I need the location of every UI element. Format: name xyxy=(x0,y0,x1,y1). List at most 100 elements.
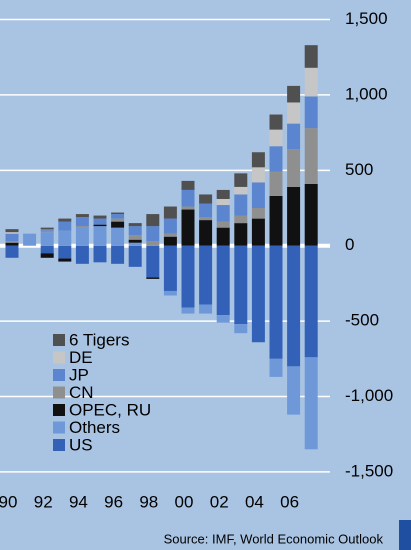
bar-segment xyxy=(287,123,301,150)
bar-segment xyxy=(181,189,195,207)
bar-segment xyxy=(287,245,301,367)
bar-segment xyxy=(287,366,301,415)
bar-segment xyxy=(128,235,142,240)
bar-segment xyxy=(304,245,318,358)
bar-segment xyxy=(216,245,230,316)
x-tick-label: 06 xyxy=(280,492,299,511)
x-tick-label: 94 xyxy=(69,492,88,511)
bar-segment xyxy=(199,217,213,221)
bar-segment xyxy=(251,167,265,183)
bar-segment xyxy=(234,324,248,334)
bar-segment xyxy=(111,212,125,215)
bar-segment xyxy=(163,290,177,296)
bar-segment xyxy=(269,129,283,147)
bar-segment xyxy=(181,209,195,246)
x-tick-label: 02 xyxy=(210,492,229,511)
bar-segment xyxy=(181,180,195,190)
bar-segment xyxy=(93,218,107,225)
y-tick-label: 1,000 xyxy=(345,84,388,103)
legend-label: OPEC, RU xyxy=(69,400,151,419)
bar-segment xyxy=(181,307,195,314)
bar-segment xyxy=(128,239,142,243)
bar-segment xyxy=(58,245,72,259)
legend-swatch xyxy=(53,351,65,364)
bar-segment xyxy=(199,194,213,204)
bar-segment xyxy=(111,227,125,246)
bar-segment xyxy=(75,227,89,246)
source: Source: IMF, World Economic Outlook xyxy=(164,531,384,546)
bar-segment xyxy=(269,114,283,130)
bar-segment xyxy=(163,245,177,291)
bar-segment xyxy=(199,304,213,314)
bar-segment xyxy=(146,214,160,227)
bar-segment xyxy=(304,96,318,129)
bar-segment xyxy=(163,218,177,234)
bar-segment xyxy=(181,206,195,210)
bar-segment xyxy=(287,186,301,246)
legend-swatch xyxy=(53,386,65,399)
legend-label: CN xyxy=(69,383,94,402)
legend-swatch xyxy=(53,404,65,416)
bar-segment xyxy=(5,242,19,246)
y-tick-label: 1,500 xyxy=(345,9,388,28)
bar-segment xyxy=(199,220,213,246)
bar-segment xyxy=(93,224,107,227)
bar-segment xyxy=(128,223,142,227)
legend-label: Others xyxy=(69,418,120,437)
bar-segment xyxy=(111,245,125,264)
y-tick-label: -1,500 xyxy=(345,461,393,480)
bar-segment xyxy=(58,230,72,246)
bar-segment xyxy=(111,214,125,219)
y-tick-label: 0 xyxy=(345,235,354,254)
bar-segment xyxy=(163,206,177,219)
bar-segment xyxy=(5,232,19,234)
bar-segment xyxy=(75,217,89,227)
x-tick-label: 90 xyxy=(0,492,17,511)
legend-label: JP xyxy=(69,365,89,384)
bar-segment xyxy=(40,229,54,231)
bar-segment xyxy=(304,128,318,184)
bar-segment xyxy=(75,245,89,264)
bar-segment xyxy=(234,194,248,216)
bar-segment xyxy=(58,221,72,231)
legend-label: US xyxy=(69,435,93,454)
y-tick-label: 500 xyxy=(345,160,373,179)
bar-segment xyxy=(111,221,125,228)
bar-segment xyxy=(269,195,283,246)
bar-segment xyxy=(40,232,54,246)
bar-segment xyxy=(216,221,230,228)
legend-label: 6 Tigers xyxy=(69,330,129,349)
bar-segment xyxy=(234,173,248,187)
bar-segment xyxy=(146,226,160,242)
bar-segment xyxy=(58,218,72,222)
bar-segment xyxy=(304,183,318,246)
legend-swatch xyxy=(53,334,65,346)
bar-segment xyxy=(234,186,248,195)
bar-segment xyxy=(93,245,107,263)
bar-segment xyxy=(5,245,19,258)
bar-segment xyxy=(163,236,177,246)
bar-segment xyxy=(75,226,89,228)
bar-segment xyxy=(58,258,72,262)
bar-segment xyxy=(146,277,160,279)
bar-segment xyxy=(304,357,318,450)
bar-segment xyxy=(216,205,230,222)
bar-segment xyxy=(181,245,195,308)
x-tick-label: 00 xyxy=(175,492,194,511)
bar-segment xyxy=(251,152,265,168)
bar-segment xyxy=(269,171,283,196)
bar-segment xyxy=(216,189,230,199)
legend-swatch xyxy=(53,439,65,451)
corner-mark xyxy=(399,520,411,550)
bar-segment xyxy=(40,230,54,233)
bar-segment xyxy=(304,67,318,97)
bar-segment xyxy=(40,245,54,254)
bar-segment xyxy=(75,214,89,218)
bar-segment xyxy=(287,102,301,124)
bar-segment xyxy=(251,208,265,219)
bar-segment xyxy=(234,215,248,224)
x-tick-label: 96 xyxy=(104,492,123,511)
bar-segment xyxy=(269,146,283,172)
legend-label: DE xyxy=(69,348,93,367)
